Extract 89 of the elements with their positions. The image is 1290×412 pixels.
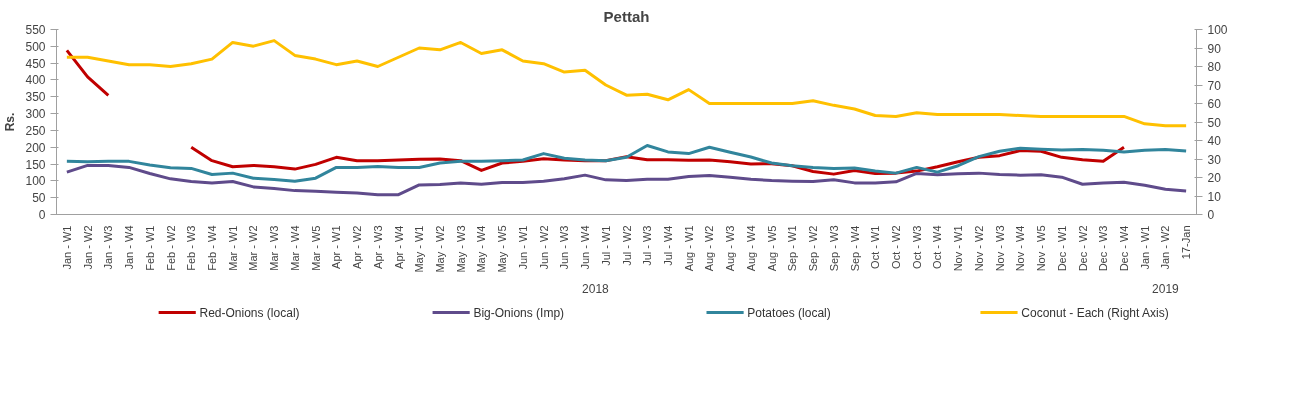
x-tick-label: Jul - W3 [641, 225, 654, 266]
x-tick-label: May - W3 [454, 225, 467, 273]
y-tick-label: 250 [25, 123, 46, 138]
x-tick-label: Nov - W3 [993, 225, 1006, 272]
y2-tick-label: 80 [1207, 60, 1222, 74]
x-tick-label: May - W5 [496, 225, 509, 273]
x-tick-label: Aug - W5 [765, 225, 778, 272]
x-tick-label: May - W1 [413, 225, 426, 273]
x-tick-label: Sep - W1 [786, 225, 799, 272]
x-tick-label: Jan - W1 [1138, 225, 1151, 270]
text: 2019 [1152, 281, 1180, 296]
x-tick-label: May - W4 [475, 225, 488, 273]
y-tick-label: 450 [25, 56, 46, 71]
x-tick-label: Feb - W3 [185, 225, 198, 271]
x-tick-label: Jan - W4 [123, 225, 136, 270]
x-tick-label: Aug - W3 [724, 225, 737, 272]
x-tick-label: Apr - W3 [371, 225, 384, 269]
y-tick-label: 400 [25, 73, 46, 88]
y-tick-label: 550 [25, 23, 46, 37]
y2-tick-label: 40 [1207, 134, 1222, 148]
x-tick-label: Dec - W2 [1076, 225, 1089, 272]
x-tick-label: Apr - W2 [351, 225, 364, 269]
x-tick-label: Jun - W3 [558, 225, 571, 270]
x-tick-label: Jun - W1 [516, 225, 529, 270]
y2-tick-label: 70 [1207, 78, 1222, 93]
x-tick-label: Aug - W2 [703, 225, 716, 272]
x-tick-label: Mar - W4 [288, 225, 301, 271]
x-tick-label: Aug - W1 [682, 225, 695, 272]
y-axis-title: Rs. [3, 112, 18, 132]
x-tick-label: Sep - W4 [848, 225, 861, 272]
x-tick-label: Mar - W2 [247, 225, 260, 271]
x-tick-label: 17-Jan [1180, 225, 1193, 260]
x-tick-label: Jul - W2 [620, 225, 633, 266]
y-tick-label: 150 [25, 157, 46, 172]
x-tick-label: Mar - W1 [226, 225, 239, 271]
x-tick-label: Jan - W2 [81, 225, 94, 270]
y2-tick-label: 0 [1207, 208, 1215, 222]
x-tick-label: Nov - W5 [1035, 225, 1048, 272]
x-tick-label: Apr - W1 [330, 225, 343, 269]
x-tick-label: Feb - W4 [205, 225, 218, 271]
y2-tick-label: 100 [1207, 23, 1228, 37]
x-tick-label: Mar - W5 [309, 225, 322, 271]
x-tick-label: Jul - W4 [661, 225, 674, 266]
chart-title: Pettah [603, 7, 650, 25]
x-tick-label: Sep - W2 [807, 225, 820, 272]
x-tick-label: Jan - W2 [1159, 225, 1172, 270]
y-tick-label: 200 [25, 140, 46, 155]
x-tick-label: Oct - W4 [931, 225, 944, 269]
x-tick-label: Oct - W3 [910, 225, 923, 269]
y2-tick-label: 50 [1207, 115, 1222, 130]
x-tick-label: Feb - W2 [164, 225, 177, 271]
y2-tick-label: 10 [1207, 189, 1222, 204]
x-tick-label: Feb - W1 [143, 225, 156, 271]
legend-label: Big-Onions (Imp) [473, 305, 565, 320]
x-tick-label: Mar - W3 [268, 225, 281, 271]
y-tick-label: 100 [25, 174, 46, 189]
line-series [65, 39, 1188, 128]
x-tick-label: Aug - W4 [744, 225, 757, 272]
x-tick-label: Oct - W1 [869, 225, 882, 269]
legend-label: Potatoes (local) [747, 305, 831, 320]
line-series [65, 144, 1188, 183]
x-tick-label: Nov - W4 [1014, 225, 1027, 272]
x-tick-label: Nov - W2 [972, 225, 985, 272]
x-tick-label: Jan - W3 [102, 225, 115, 270]
x-tick-label: Jun - W2 [537, 225, 550, 270]
line-series [65, 163, 1188, 197]
y-tick-label: 350 [25, 90, 46, 105]
x-tick-label: Oct - W2 [889, 225, 902, 269]
x-tick-label: Apr - W4 [392, 225, 405, 269]
y-tick-label: 0 [38, 208, 46, 222]
x-tick-label: Sep - W3 [827, 225, 840, 272]
legend-label: Red-Onions (local) [199, 305, 300, 320]
x-tick-label: Nov - W1 [952, 225, 965, 272]
y-tick-label: 300 [25, 107, 46, 122]
y2-tick-label: 20 [1207, 171, 1222, 185]
x-tick-label: Jan - W1 [60, 225, 73, 270]
x-tick-label: Jun - W4 [579, 225, 592, 270]
y2-tick-label: 90 [1207, 41, 1222, 56]
x-tick-label: Jul - W1 [599, 225, 612, 266]
x-tick-label: May - W2 [433, 225, 446, 273]
x-tick-label: Dec - W4 [1117, 225, 1130, 272]
y2-tick-label: 60 [1207, 97, 1222, 111]
y2-tick-label: 30 [1207, 152, 1222, 167]
y-tick-label: 500 [25, 39, 46, 54]
legend-label: Coconut - Each (Right Axis) [1021, 305, 1169, 320]
x-tick-label: Dec - W1 [1055, 225, 1068, 272]
text: 2018 [582, 281, 610, 296]
x-tick-label: Dec - W3 [1097, 225, 1110, 272]
y-tick-label: 50 [32, 191, 46, 206]
